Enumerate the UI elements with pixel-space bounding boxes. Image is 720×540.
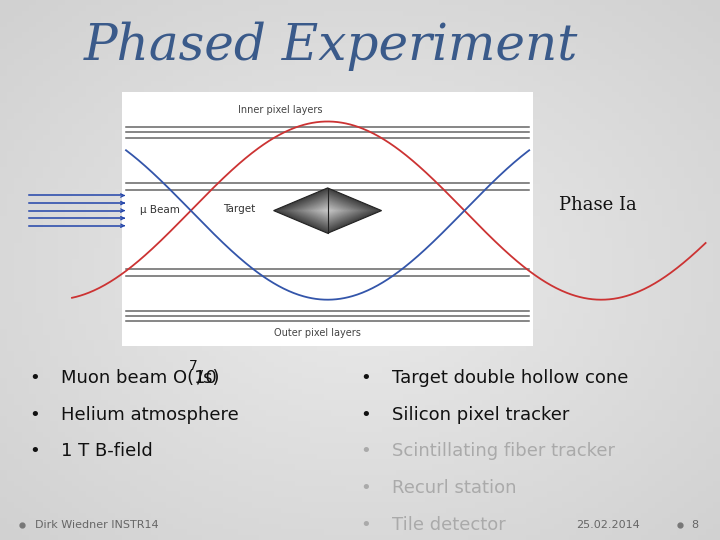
Text: •: • [29,442,40,461]
Text: Scintillating fiber tracker: Scintillating fiber tracker [392,442,616,461]
Polygon shape [325,210,330,212]
Text: Muon beam O(10: Muon beam O(10 [61,369,217,387]
Polygon shape [279,190,376,231]
Polygon shape [313,205,342,217]
Text: Target: Target [223,204,256,214]
Text: •: • [360,369,371,387]
Text: Outer pixel layers: Outer pixel layers [274,328,361,338]
Text: 7: 7 [189,359,198,373]
Polygon shape [302,200,354,221]
Polygon shape [297,198,359,224]
Text: Dirk Wiedner INSTR14: Dirk Wiedner INSTR14 [35,520,158,530]
Polygon shape [310,204,345,218]
Text: Inner pixel layers: Inner pixel layers [238,105,322,115]
Text: μ Beam: μ Beam [140,205,180,214]
Text: Target double hollow cone: Target double hollow cone [392,369,629,387]
Polygon shape [282,192,373,230]
Polygon shape [285,193,370,228]
Text: 8: 8 [691,520,698,530]
Polygon shape [322,208,333,213]
Text: Tile detector: Tile detector [392,516,506,534]
Text: 25.02.2014: 25.02.2014 [576,520,640,530]
Text: •: • [360,406,371,424]
Text: Recurl station: Recurl station [392,479,517,497]
Polygon shape [305,201,351,220]
Text: Phased Experiment: Phased Experiment [84,21,578,71]
Text: •: • [360,442,371,461]
Text: •: • [360,479,371,497]
Polygon shape [274,188,382,233]
Polygon shape [316,206,339,215]
Text: Phase Ia: Phase Ia [559,196,636,214]
Polygon shape [276,189,379,232]
Text: Silicon pixel tracker: Silicon pixel tracker [392,406,570,424]
Text: Helium atmosphere: Helium atmosphere [61,406,239,424]
Polygon shape [307,202,348,219]
Text: •: • [360,516,371,534]
Text: 1 T B-field: 1 T B-field [61,442,153,461]
Polygon shape [300,199,356,222]
Text: •: • [29,369,40,387]
Text: •: • [29,406,40,424]
Polygon shape [319,207,336,214]
Polygon shape [294,196,361,225]
Polygon shape [291,195,364,226]
Text: /s): /s) [197,369,219,387]
FancyBboxPatch shape [122,92,533,346]
Polygon shape [288,194,367,227]
